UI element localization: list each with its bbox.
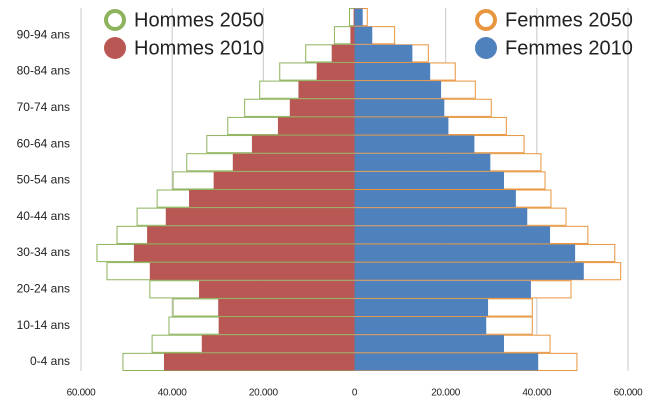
legend-marker	[475, 9, 497, 31]
bar	[218, 317, 355, 335]
bar	[354, 44, 413, 62]
bar	[331, 44, 355, 62]
bar	[316, 62, 355, 81]
bar	[354, 117, 449, 135]
bar	[354, 280, 531, 298]
legend-label: Hommes 2010	[134, 37, 264, 59]
y-tick-label: 50-54 ans	[17, 173, 70, 187]
bar	[354, 135, 475, 153]
bar	[353, 8, 355, 26]
bar	[277, 117, 355, 135]
y-tick-label: 10-14 ans	[17, 318, 70, 332]
x-tick-label: 40.000	[158, 388, 188, 399]
bar	[350, 26, 355, 44]
y-tick-label: 30-34 ans	[17, 245, 70, 259]
bar	[354, 99, 445, 117]
bar	[147, 226, 355, 244]
bar	[149, 262, 355, 280]
x-tick-label: 0	[352, 388, 358, 399]
x-tick-label: 60.000	[614, 388, 644, 399]
bar	[289, 99, 355, 117]
bar	[354, 153, 491, 171]
legend-label: Femmes 2010	[505, 37, 633, 59]
bar	[354, 353, 539, 371]
bar	[354, 81, 442, 99]
legend-label: Hommes 2050	[134, 9, 264, 31]
legend-marker	[104, 37, 126, 59]
y-tick-label: 20-24 ans	[17, 281, 70, 295]
bar	[354, 26, 373, 44]
bar	[354, 262, 584, 280]
bar	[201, 335, 355, 353]
x-tick-label: 20.000	[249, 388, 279, 399]
bar	[298, 81, 355, 99]
bar	[354, 190, 516, 208]
bar	[354, 171, 505, 189]
bar	[354, 298, 489, 317]
bar	[189, 190, 355, 208]
legend-marker	[104, 9, 126, 31]
bar	[354, 208, 528, 226]
y-tick-label: 80-84 ans	[17, 64, 70, 78]
bar	[354, 8, 363, 26]
y-tick-label: 60-64 ans	[17, 136, 70, 150]
bar	[218, 298, 355, 317]
bar	[163, 353, 355, 371]
y-tick-label: 40-44 ans	[17, 209, 70, 223]
bar	[232, 153, 355, 171]
bar	[165, 208, 355, 226]
y-tick-label: 70-74 ans	[17, 100, 70, 114]
bar	[213, 171, 355, 189]
y-tick-label: 0-4 ans	[30, 354, 70, 368]
bar	[354, 244, 576, 262]
bar	[354, 317, 487, 335]
bar	[199, 280, 355, 298]
bar	[354, 335, 505, 353]
x-tick-label: 40.000	[522, 388, 552, 399]
bar	[354, 62, 431, 81]
x-tick-label: 20.000	[431, 388, 461, 399]
bar	[251, 135, 355, 153]
legend-marker	[475, 37, 497, 59]
legend-label: Femmes 2050	[505, 9, 633, 31]
bar	[133, 244, 355, 262]
x-tick-label: 60.000	[67, 388, 97, 399]
bar	[354, 226, 551, 244]
y-tick-label: 90-94 ans	[17, 27, 70, 41]
